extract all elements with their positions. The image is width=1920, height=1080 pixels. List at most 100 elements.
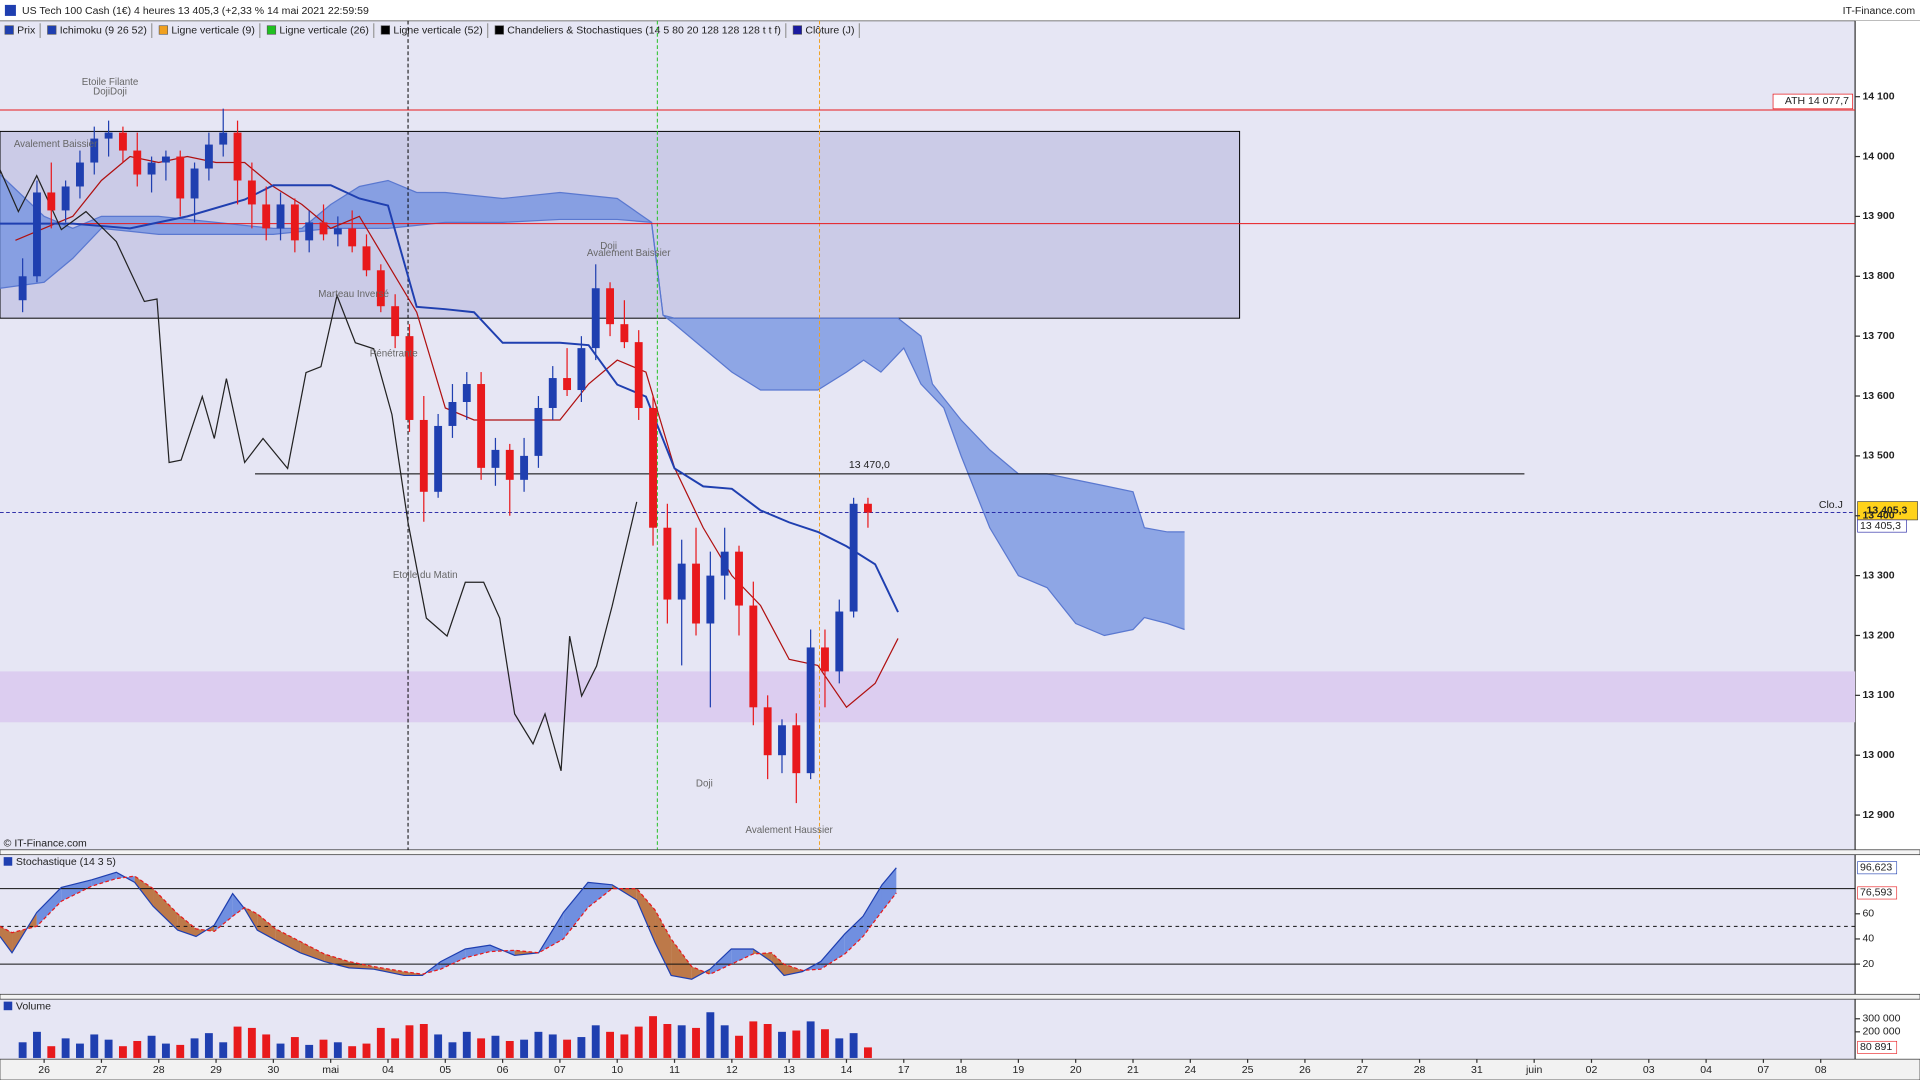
y-tick-label: 40 (1862, 933, 1874, 945)
stoch-fill (0, 926, 13, 953)
volume-bar (61, 1038, 70, 1058)
close-value: 13 405,3 (1866, 505, 1907, 517)
y-tick-label: 20 (1862, 958, 1874, 970)
x-tick-label: 26 (1299, 1064, 1311, 1076)
x-tick-label: 26 (38, 1064, 50, 1076)
volume-bar (835, 1038, 844, 1058)
candle-body (706, 575, 715, 624)
volume-bar (505, 1040, 514, 1058)
volume-bar (462, 1031, 471, 1058)
volume-bar (763, 1024, 772, 1058)
pattern-annotation: Doji (696, 779, 713, 790)
stoch-fill (61, 879, 92, 902)
close-label: Clo.J (1819, 499, 1843, 511)
volume-bar (376, 1027, 385, 1058)
y-tick-label: 13 300 (1862, 569, 1894, 581)
axis-background (1855, 20, 1920, 1060)
volume-bar (219, 1042, 228, 1058)
y-tick-label: 14 000 (1862, 150, 1894, 162)
volume-bar (161, 1043, 170, 1058)
candle-body (864, 503, 872, 513)
stoch-fill (214, 893, 233, 932)
volume-bar (118, 1046, 127, 1058)
last-value: 96,623 (1860, 862, 1892, 874)
volume-bar (133, 1040, 142, 1058)
cloud-lower (0, 218, 1185, 637)
volume-bar (391, 1038, 400, 1058)
x-tick-label: 04 (1700, 1064, 1712, 1076)
volume-bar (33, 1031, 41, 1058)
candle-body (405, 336, 414, 420)
volume-bar (90, 1034, 99, 1058)
candle-body (247, 180, 256, 205)
stoch-fill (844, 916, 864, 955)
legend-swatch (266, 25, 277, 35)
y-tick-label: 13 200 (1862, 629, 1894, 641)
x-tick-label: 17 (898, 1064, 910, 1076)
candle-body (333, 228, 342, 235)
candle-body (176, 156, 185, 199)
x-tick-label: 28 (153, 1064, 165, 1076)
volume-bar (204, 1033, 213, 1058)
x-tick-label: 08 (1815, 1064, 1827, 1076)
y-tick-label: 200 000 (1862, 1026, 1900, 1038)
stoch-fill (514, 950, 539, 956)
last-value-box (1857, 861, 1898, 875)
y-tick-label: 14 100 (1862, 90, 1894, 102)
legend-label: Prix (17, 24, 36, 36)
volume-bar (362, 1043, 371, 1058)
legend: Prix Ichimoku (9 26 52) Ligne verticale (9… (4, 23, 860, 38)
y-tick-label: 13 400 (1862, 510, 1894, 522)
candle-body (835, 611, 844, 672)
candle-body (319, 222, 328, 235)
zone (0, 671, 1856, 723)
candle-body (290, 204, 299, 241)
volume-bar (104, 1039, 113, 1058)
x-tick-label: 10 (611, 1064, 623, 1076)
candle-body (448, 401, 457, 426)
candle-body (147, 162, 156, 175)
x-tick-label: 02 (1586, 1064, 1598, 1076)
stoch-fill (783, 964, 803, 976)
x-tick-label: 03 (1643, 1064, 1655, 1076)
stoch-fill (655, 910, 672, 976)
legend-swatch (792, 25, 802, 35)
legend-swatch (158, 25, 168, 35)
candle-body (233, 132, 242, 181)
y-tick-label: 13 800 (1862, 270, 1894, 282)
x-tick-label: 25 (1242, 1064, 1254, 1076)
stoch-fill (710, 949, 732, 975)
stoch-fill (349, 961, 374, 970)
volume-bar (735, 1035, 743, 1058)
x-tick-label: juin (1525, 1064, 1543, 1076)
header-bar (0, 0, 1920, 21)
stoch-fill (820, 933, 845, 970)
stoch-fill (373, 966, 405, 976)
stoch-fill (881, 867, 897, 912)
candle-body (577, 348, 586, 391)
stoch-fill (731, 949, 754, 965)
stoch-fill (563, 882, 588, 939)
volume-bar (176, 1044, 185, 1058)
candle-body (61, 186, 70, 211)
y-tick-label: 13 900 (1862, 210, 1894, 222)
candle-body (563, 378, 572, 391)
x-tick-label: 27 (96, 1064, 108, 1076)
volume-bar (262, 1034, 271, 1058)
candle-body (262, 204, 271, 229)
candle-body (792, 725, 801, 774)
volume-bar (405, 1025, 414, 1058)
x-tick-label: 07 (554, 1064, 566, 1076)
stoch-fill (232, 893, 245, 917)
pattern-annotation: Avalement Baissier (587, 248, 671, 259)
candle-body (462, 384, 471, 402)
last-value: 76,593 (1860, 887, 1892, 899)
close-value-small: 13 405,3 (1860, 520, 1901, 532)
candle-body (491, 449, 500, 468)
volume-bar (520, 1039, 529, 1058)
volume-bar (348, 1046, 357, 1058)
candle-body (735, 551, 743, 606)
legend-label: Ligne verticale (52) (393, 24, 482, 36)
candle-body (591, 288, 600, 349)
candle-body (18, 276, 27, 301)
